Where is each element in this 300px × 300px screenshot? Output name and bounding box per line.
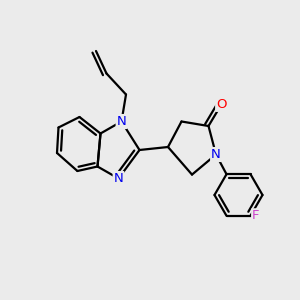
- Text: F: F: [252, 209, 260, 222]
- Text: O: O: [216, 98, 227, 111]
- Text: N: N: [114, 172, 123, 185]
- Text: N: N: [117, 115, 126, 128]
- Text: N: N: [211, 148, 221, 161]
